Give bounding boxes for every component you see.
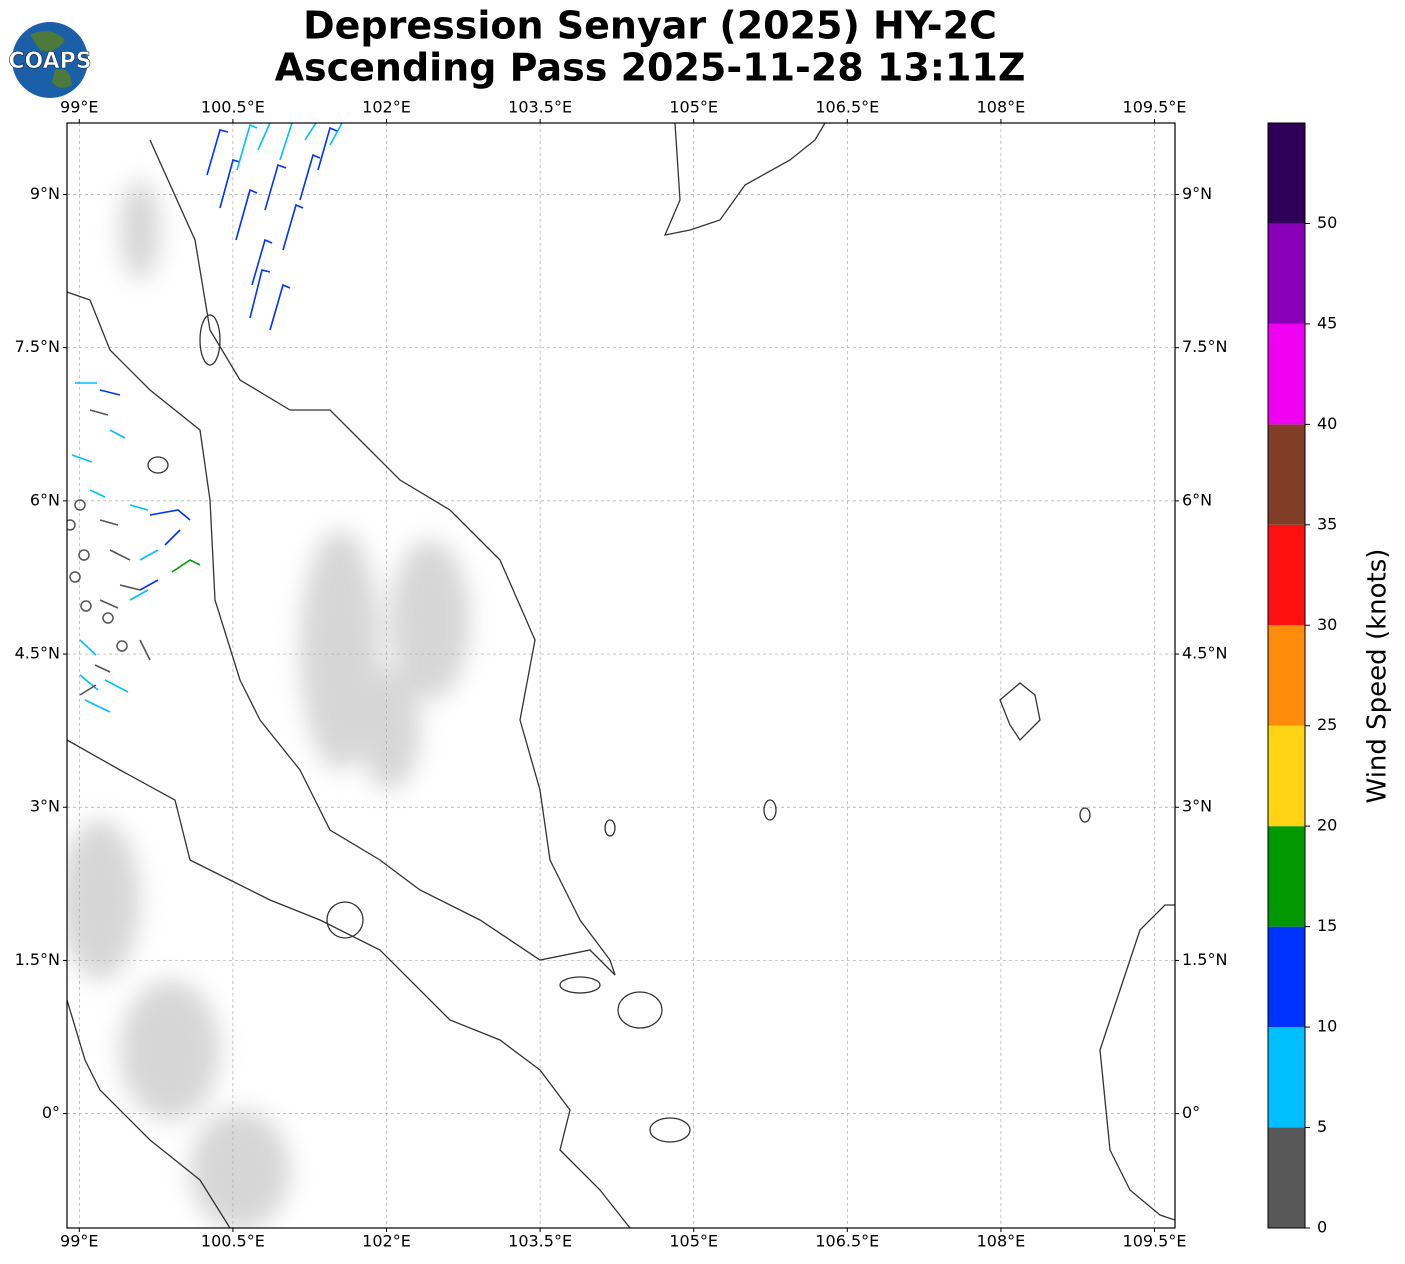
colorbar-label: Wind Speed (knots) — [1363, 549, 1393, 804]
colorbar: 0 5 10 15 20 25 30 35 40 45 50 — [1267, 122, 1337, 1237]
colorbar-tick-label: 20 — [1317, 816, 1337, 835]
x-tick-label: 99°E — [60, 1232, 98, 1251]
x-tick-label: 109.5°E — [1123, 98, 1187, 117]
colorbar-segment — [1268, 524, 1305, 626]
barb — [206, 126, 338, 331]
coastline — [663, 123, 826, 236]
y-tick-label: 0° — [42, 1103, 60, 1122]
x-tick-label: 106.5°E — [815, 1232, 879, 1251]
subtitle: Ascending Pass 2025-11-28 13:11Z — [275, 46, 1026, 90]
x-tick-label: 99°E — [60, 98, 98, 117]
coastline — [149, 139, 616, 976]
island — [559, 976, 601, 994]
map-frame — [66, 122, 1176, 1229]
title: Depression Senyar (2025) HY-2C — [303, 4, 997, 48]
y-tick-label: 6°N — [1182, 490, 1212, 509]
island — [617, 991, 663, 1029]
y-tick-label: 1.5°N — [1182, 950, 1227, 969]
coastline — [67, 291, 616, 976]
x-tick-label: 106.5°E — [815, 98, 879, 117]
y-tick-label: 3°N — [1182, 797, 1212, 816]
coastlines — [67, 123, 1175, 1228]
x-tick-label: 109.5°E — [1123, 1232, 1187, 1251]
coastline — [67, 739, 631, 1228]
y-tick-label: 4.5°N — [1182, 644, 1227, 663]
colorbar-segment — [1268, 1027, 1305, 1128]
island — [199, 314, 221, 366]
y-tick-label: 9°N — [1182, 184, 1212, 203]
barb — [99, 389, 191, 591]
wind-barbs — [67, 123, 343, 713]
colorbar-tick-label: 45 — [1317, 313, 1337, 332]
colorbar-segment — [1268, 625, 1305, 726]
coastline — [67, 999, 231, 1228]
coastline — [999, 682, 1041, 742]
colorbar-tick-label: 30 — [1317, 615, 1337, 634]
colorbar-tick-label: 0 — [1317, 1218, 1327, 1237]
barb — [236, 123, 343, 171]
colorbar-segment — [1268, 123, 1305, 224]
x-tick-label: 105°E — [669, 1232, 718, 1251]
colorbar-segment — [1268, 1127, 1305, 1228]
y-tick-label: 3°N — [30, 797, 60, 816]
y-tick-label: 7.5°N — [1182, 337, 1227, 356]
island — [649, 1117, 691, 1143]
x-tick-label: 103.5°E — [508, 1232, 572, 1251]
colorbar-tick-label: 35 — [1317, 514, 1337, 533]
x-tick-label: 102°E — [362, 1232, 411, 1251]
barb — [71, 382, 159, 713]
x-tick-label: 108°E — [977, 1232, 1026, 1251]
colorbar-tick-label: 10 — [1317, 1017, 1337, 1036]
y-tick-label: 0° — [1182, 1103, 1200, 1122]
y-tick-label: 4.5°N — [15, 644, 60, 663]
colorbar-segment — [1268, 725, 1305, 827]
barb — [79, 409, 151, 696]
colorbar-segment — [1268, 826, 1305, 927]
y-tick-label: 7.5°N — [15, 337, 60, 356]
logo-text: COAPS — [8, 49, 91, 74]
colorbar-segment — [1268, 223, 1305, 324]
colorbar-tick-label: 5 — [1317, 1117, 1327, 1136]
coastline — [1099, 904, 1175, 1221]
colorbar-tick-label: 25 — [1317, 715, 1337, 734]
colorbar-tick-label: 50 — [1317, 213, 1337, 232]
colorbar-segment — [1268, 424, 1305, 525]
x-tick-label: 103.5°E — [508, 98, 572, 117]
barb — [171, 559, 201, 573]
x-tick-label: 100.5°E — [201, 1232, 265, 1251]
logo: COAPS — [8, 22, 92, 98]
x-tick-label: 100.5°E — [201, 98, 265, 117]
y-tick-label: 6°N — [30, 490, 60, 509]
island — [326, 901, 364, 939]
colorbar-segment — [1268, 926, 1305, 1028]
grid — [67, 123, 1175, 1228]
x-tick-label: 102°E — [362, 98, 411, 117]
terrain — [67, 180, 470, 1228]
island — [147, 456, 169, 474]
island — [604, 819, 616, 837]
y-tick-label: 9°N — [30, 184, 60, 203]
x-tick-label: 108°E — [977, 98, 1026, 117]
colorbar-segment — [1268, 323, 1305, 425]
colorbar-frame — [1267, 122, 1306, 1229]
colorbar-tick-label: 40 — [1317, 414, 1337, 433]
colorbar-tick-label: 15 — [1317, 916, 1337, 935]
island — [763, 799, 777, 821]
island — [1079, 807, 1091, 823]
x-tick-label: 105°E — [669, 98, 718, 117]
y-tick-label: 1.5°N — [15, 950, 60, 969]
